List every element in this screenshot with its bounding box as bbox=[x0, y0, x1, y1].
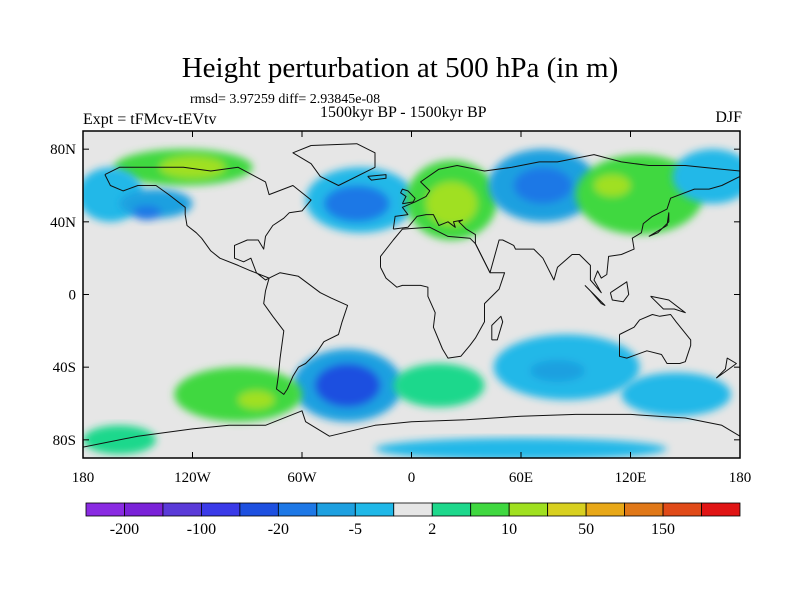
coastline-britain bbox=[400, 188, 416, 205]
lon-tick-label: 180 bbox=[72, 470, 95, 486]
anomaly-core bbox=[238, 390, 275, 409]
coastline-antarctica bbox=[83, 410, 740, 448]
anomaly-east-asia-positive bbox=[575, 154, 704, 235]
colorbar-label: 10 bbox=[501, 521, 517, 538]
anomaly-atlantic-negative bbox=[305, 167, 416, 233]
colorbar-box bbox=[85, 502, 125, 517]
colorbar-box bbox=[393, 502, 433, 517]
anomaly-core bbox=[132, 205, 162, 221]
anomaly-region bbox=[621, 372, 731, 417]
coastline-new-guinea bbox=[650, 295, 686, 314]
coastline-africa bbox=[380, 226, 506, 359]
lon-tick-label: 120E bbox=[615, 470, 647, 486]
anomaly-sw-atlantic-negative bbox=[292, 349, 403, 422]
anomaly-north-america-negative bbox=[119, 189, 193, 221]
coastline-layer bbox=[83, 143, 740, 448]
period-label: 1500kyr BP - 1500kyr BP bbox=[320, 104, 487, 121]
coastline-south-america bbox=[263, 272, 349, 395]
colorbar-box bbox=[701, 502, 741, 517]
anomaly-nw-pacific-negative bbox=[672, 149, 740, 204]
lat-tick-label: 0 bbox=[69, 288, 77, 304]
lat-tick-label: 40N bbox=[50, 215, 76, 231]
colorbar-box bbox=[239, 502, 279, 517]
colorbar-box bbox=[277, 502, 318, 517]
coastline-greenland bbox=[292, 143, 376, 186]
anomaly-region bbox=[375, 438, 667, 458]
anomaly-fill-layer bbox=[83, 149, 740, 458]
latitude-axis: 80N 40N 0 40S 80S bbox=[50, 142, 740, 449]
anomaly-core bbox=[159, 156, 226, 179]
colorbar-label: 150 bbox=[651, 521, 675, 538]
anomaly-core bbox=[594, 174, 631, 197]
anomaly-region bbox=[174, 367, 302, 422]
chart-title: Height perturbation at 500 hPa (in m) bbox=[181, 52, 619, 84]
colorbar-box bbox=[624, 502, 664, 517]
colorbar-box bbox=[162, 502, 202, 517]
colorbar-box bbox=[354, 502, 395, 517]
anomaly-australia-south-negative bbox=[621, 372, 731, 417]
anomaly-region bbox=[575, 154, 704, 235]
anomaly-south-atlantic-positive bbox=[393, 363, 485, 408]
colorbar-label: 2 bbox=[428, 521, 436, 538]
colorbar-box bbox=[547, 502, 587, 517]
lon-tick-label: 60E bbox=[509, 470, 533, 486]
lon-tick-label: 120W bbox=[174, 470, 212, 486]
lat-tick-label: 80N bbox=[50, 142, 76, 158]
lat-tick-label: 40S bbox=[53, 360, 76, 376]
anomaly-core bbox=[323, 185, 390, 222]
anomaly-indian-ocean-negative bbox=[493, 334, 640, 400]
colorbar-box bbox=[508, 502, 549, 517]
colorbar-label: 50 bbox=[578, 521, 594, 538]
anomaly-europe-positive bbox=[406, 160, 498, 241]
colorbar-box bbox=[124, 502, 164, 517]
colorbar-box bbox=[316, 502, 356, 517]
colorbar-box bbox=[470, 502, 510, 517]
lon-tick-label: 60W bbox=[287, 470, 317, 486]
coastline-sumatra bbox=[584, 285, 606, 306]
experiment-label: Expt = tFMcv-tEVtv bbox=[83, 111, 217, 128]
coastline-borneo bbox=[609, 281, 630, 303]
anomaly-region bbox=[393, 363, 485, 408]
anomaly-core bbox=[513, 167, 573, 204]
anomaly-se-pacific-positive bbox=[174, 367, 302, 422]
coastline-iceland bbox=[367, 174, 387, 181]
lon-tick-label: 180 bbox=[729, 470, 752, 486]
longitude-axis: 180 120W 60W 0 60E 120E 180 bbox=[72, 131, 752, 486]
season-label: DJF bbox=[715, 109, 742, 126]
colorbar-label: -200 bbox=[110, 521, 139, 538]
colorbar-label: -20 bbox=[268, 521, 289, 538]
colorbar-label: -100 bbox=[187, 521, 216, 538]
coastline-eurasia bbox=[392, 154, 740, 294]
coastline-madagascar bbox=[491, 315, 504, 341]
colorbar: -200 -100 -20 -5 2 10 50 150 bbox=[85, 502, 741, 538]
stats-line: rmsd= 3.97259 diff= 2.93845e-08 bbox=[190, 92, 381, 107]
anomaly-core bbox=[314, 363, 381, 408]
colorbar-box bbox=[585, 502, 625, 517]
anomaly-region bbox=[672, 149, 740, 204]
colorbar-box bbox=[662, 502, 702, 517]
colorbar-box bbox=[201, 502, 241, 517]
coastline-north-america bbox=[104, 166, 312, 281]
coastline-japan bbox=[648, 212, 670, 237]
anomaly-siberia-negative bbox=[488, 149, 598, 222]
lon-tick-label: 0 bbox=[408, 470, 416, 486]
colorbar-label: -5 bbox=[349, 521, 362, 538]
coastline-australia bbox=[619, 314, 692, 364]
coastline-new-zealand bbox=[715, 357, 737, 379]
anomaly-antarctic-negative bbox=[375, 438, 667, 458]
anomaly-core bbox=[530, 359, 585, 382]
colorbar-box bbox=[431, 502, 472, 517]
lat-tick-label: 80S bbox=[53, 433, 76, 449]
anomaly-core bbox=[426, 181, 478, 226]
